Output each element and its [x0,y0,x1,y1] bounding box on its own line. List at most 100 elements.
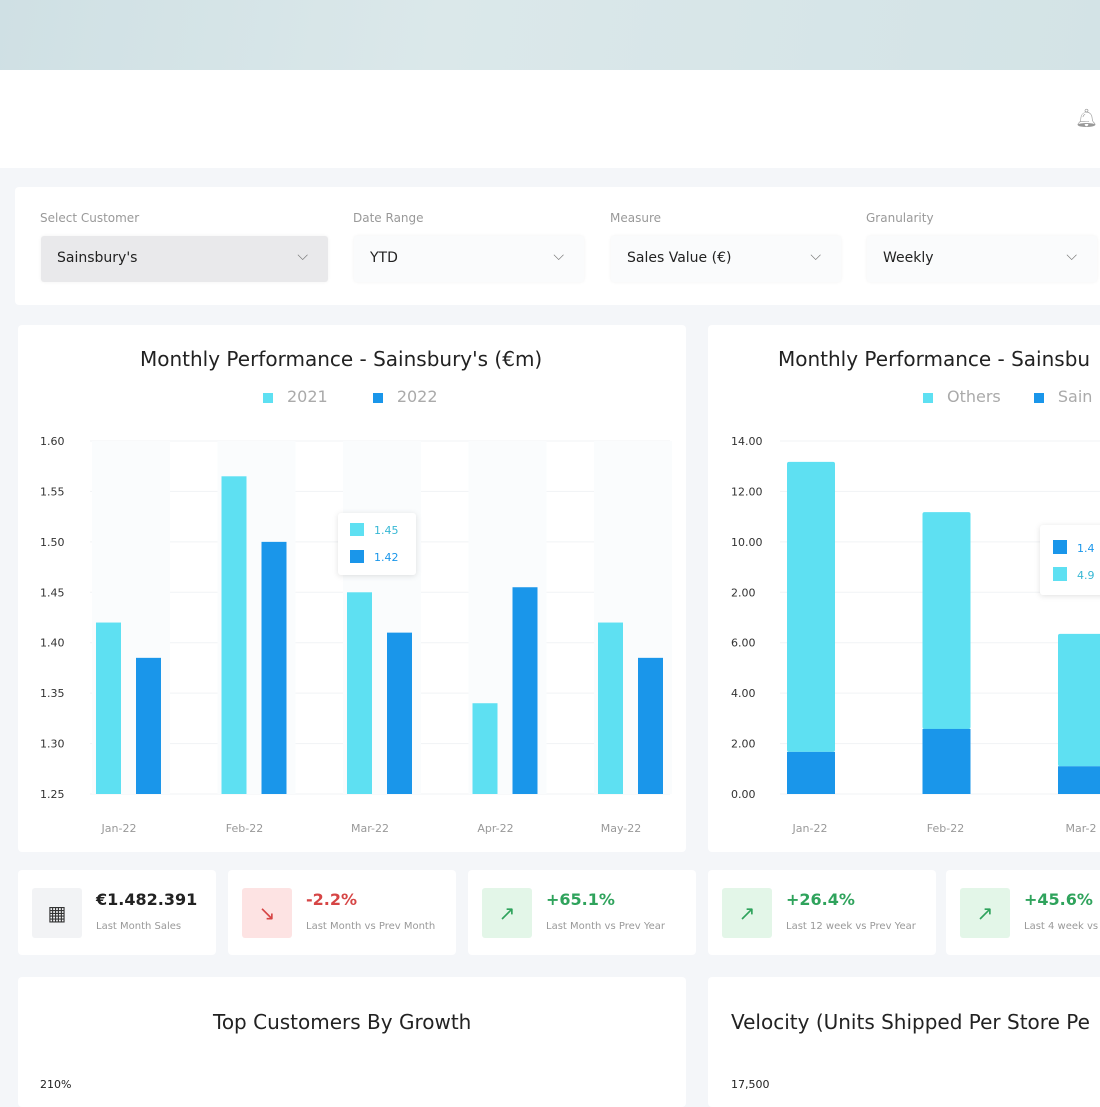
tooltip-swatch [1053,567,1067,581]
trend-up-icon: ↗ [722,888,772,938]
kpi-value: -2.2% [306,890,358,909]
tooltip-swatch [350,550,364,563]
kpi-label: Last Month vs Prev Month [306,921,436,932]
y-tick: 210% [40,1078,72,1091]
tooltip-value: 1.4 [1077,542,1095,555]
select-value: Sales Value (€) [627,250,732,266]
kpi-card: ▦ €1.482.391 Last Month Sales [18,870,216,955]
tooltip [338,513,416,575]
top-customers-card: Top Customers By Growth 210% [18,977,686,1107]
chevron-down-icon: ⌵ [297,248,308,264]
bar-Sain-Jan-22 [787,751,835,794]
granularity-select[interactable]: Weekly ⌵ [867,236,1097,282]
chevron-down-icon: ⌵ [1066,248,1077,264]
y-tick-label: 1.30 [40,738,65,751]
top-banner [0,0,1100,70]
legend-label: Others [947,387,1001,406]
kpi-card: ↘ -2.2% Last Month vs Prev Month [228,870,456,955]
calendar-icon: ▦ [32,888,82,938]
x-tick-label: Mar-22 [351,822,389,835]
kpi-value: +26.4% [786,890,855,909]
x-tick-label: Jan-22 [792,822,828,835]
kpi-card: ↗ +65.1% Last Month vs Prev Year [468,870,696,955]
trend-down-icon: ↘ [242,888,292,938]
tooltip-swatch [350,523,364,536]
x-tick-label: May-22 [601,822,642,835]
tooltip [1040,525,1100,595]
y-tick-label: 2.00 [731,738,756,751]
x-tick-label: Jan-22 [101,822,137,835]
select-value: Sainsbury's [57,250,138,266]
app-header [0,70,1100,168]
kpi-label: Last 12 week vs Prev Year [786,921,916,932]
bar-2021-Feb-22 [221,476,247,794]
y-tick-label: 4.00 [731,687,756,700]
chart-card-share: Monthly Performance - Sainsbu Others Sai… [708,325,1100,852]
tooltip-value: 4.9 [1077,569,1095,582]
trend-up-icon: ↗ [960,888,1010,938]
kpi-card: ↗ +26.4% Last 12 week vs Prev Year [708,870,936,955]
select-value: Weekly [883,250,934,266]
bar-2021-Apr-22 [472,703,498,794]
y-tick-label: 1.35 [40,687,65,700]
bar-2021-May-22 [598,622,623,794]
kpi-value: +45.6% [1024,890,1093,909]
bar-Others-Mar-2 [1058,633,1100,767]
legend-label: Sain [1057,387,1093,406]
filter-label: Granularity [866,211,934,225]
chart-legend: Others Sain [923,387,1092,406]
bar-Others-Feb-22 [922,512,971,729]
bar-2021-Mar-22 [347,592,372,794]
measure-select[interactable]: Sales Value (€) ⌵ [611,236,841,282]
x-tick-label: Feb-22 [226,822,263,835]
bar-Others-Jan-22 [787,461,835,752]
select-value: YTD [370,250,398,266]
y-tick: 17,500 [731,1078,770,1091]
bar-2022-Mar-22 [387,632,412,794]
velocity-card: Velocity (Units Shipped Per Store Pe 17,… [708,977,1100,1107]
chevron-down-icon: ⌵ [810,248,821,264]
bar-2022-Apr-22 [512,587,538,794]
y-tick-label: 1.50 [40,536,65,549]
chart-legend: 2021 2022 [263,387,438,406]
tooltip-value: 1.45 [374,524,399,537]
kpi-value: €1.482.391 [96,890,198,909]
y-tick-label: 10.00 [731,536,763,549]
x-tick-label: Mar-2 [1065,822,1096,835]
chart-title: Velocity (Units Shipped Per Store Pe [731,1010,1090,1034]
filter-label: Measure [610,211,661,225]
date-range-select[interactable]: YTD ⌵ [354,236,584,282]
y-tick-label: 6.00 [731,637,756,650]
legend-swatch [263,392,273,403]
bar-Sain-Feb-22 [922,728,971,794]
chart-title: Top Customers By Growth [213,1010,472,1034]
y-tick-label: 1.60 [40,435,65,448]
bar-2022-May-22 [638,657,663,794]
tooltip-swatch [1053,540,1067,554]
kpi-label: Last 4 week vs [1024,921,1099,932]
y-tick-label: 12.00 [731,485,763,498]
y-tick-label: 1.40 [40,637,65,650]
x-tick-label: Apr-22 [477,822,513,835]
bar-2022-Jan-22 [136,657,161,794]
charts-layer: 1.60 1.55 1.50 1.45 1.40 1.35 1.30 1.25 Jan-22 Fe… [40,435,1100,835]
legend-swatch [923,392,933,403]
filter-bar: Select Customer Sainsbury's ⌵ Date Range … [15,187,1100,305]
legend-label: 2022 [396,387,438,406]
bell-icon[interactable]: 🔔︎ [1075,108,1098,129]
y-tick-label: 1.45 [40,586,65,599]
legend-swatch [1033,392,1044,403]
bar-Sain-Mar-2 [1058,766,1100,794]
legend-label: 2021 [287,387,328,406]
customer-select[interactable]: Sainsbury's ⌵ [41,236,328,282]
kpi-value: +65.1% [546,890,615,909]
trend-up-icon: ↗ [482,888,532,938]
chart-title: Monthly Performance - Sainsbu [778,347,1091,371]
kpi-label: Last Month vs Prev Year [546,921,666,932]
filter-label: Date Range [353,211,424,225]
bar-2021-Jan-22 [96,622,121,794]
y-tick-label: 1.25 [40,788,65,801]
x-tick-label: Feb-22 [927,822,964,835]
y-tick-label: 0.00 [731,788,756,801]
tooltip-value: 1.42 [374,551,399,564]
